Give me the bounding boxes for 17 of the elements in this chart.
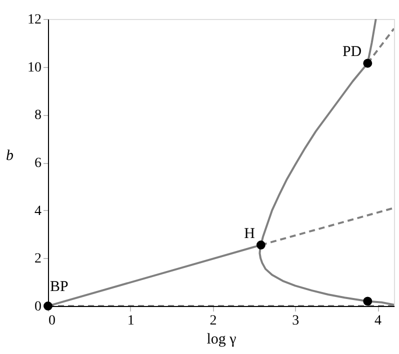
x-tick-label: 4	[374, 314, 382, 328]
annotation: H	[244, 226, 256, 242]
annotation: BP	[50, 279, 68, 295]
annotation: PD	[342, 44, 362, 60]
x-tick-label: 1	[127, 314, 134, 328]
y-tick-label: 12	[28, 12, 42, 28]
y-axis-title: b	[6, 148, 14, 164]
y-tick-label: 2	[34, 252, 42, 267]
x-tick-label: 2	[210, 314, 217, 328]
y-tick-label: 4	[34, 204, 42, 219]
y-tick-label: 10	[28, 60, 42, 76]
y-tick-label: 8	[34, 108, 42, 124]
y-tick-label: 6	[34, 156, 42, 171]
y-tick-label: 0	[34, 300, 42, 314]
x-tick-label: 3	[292, 314, 300, 328]
x-axis-title: log γ	[206, 332, 237, 348]
x-tick-label: 0	[48, 314, 56, 328]
